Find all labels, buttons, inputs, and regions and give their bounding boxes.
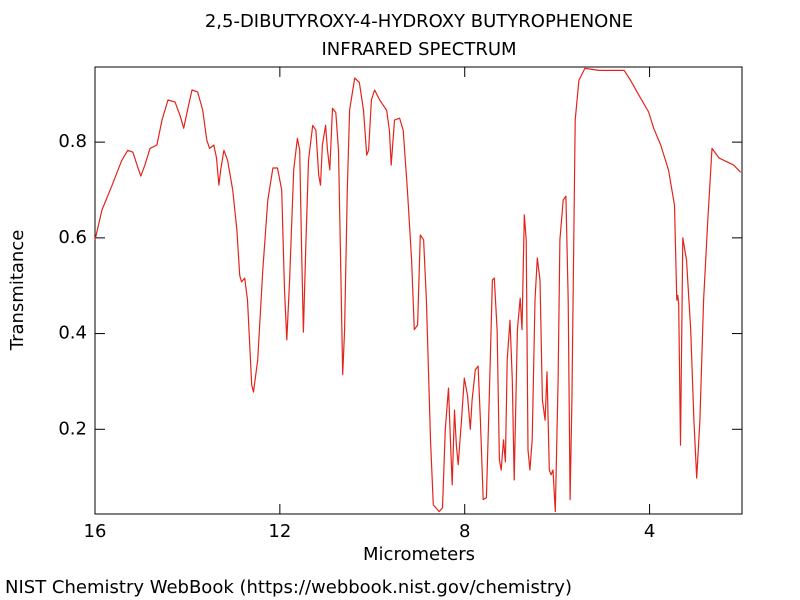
x-axis-label: Micrometers — [363, 544, 475, 565]
x-tick-label: 12 — [268, 521, 291, 542]
plot-frame — [94, 66, 743, 515]
spectrum-line — [94, 67, 742, 513]
x-tick-label: 16 — [84, 521, 107, 542]
y-axis-label: Transmitance — [7, 230, 28, 352]
chart-title: 2,5-DIBUTYROXY-4-HYDROXY BUTYROPHENONE — [205, 11, 633, 32]
y-tick-label: 0.8 — [58, 131, 87, 152]
footer: NIST Chemistry WebBook (https://webbook.… — [5, 577, 572, 598]
y-tick-label: 0.4 — [58, 323, 87, 344]
x-tick-label: 4 — [644, 521, 655, 542]
x-tick-label: 8 — [459, 521, 470, 542]
y-tick-label: 0.6 — [58, 227, 87, 248]
chart-subtitle: INFRARED SPECTRUM — [321, 39, 516, 60]
y-tick-label: 0.2 — [58, 418, 87, 439]
